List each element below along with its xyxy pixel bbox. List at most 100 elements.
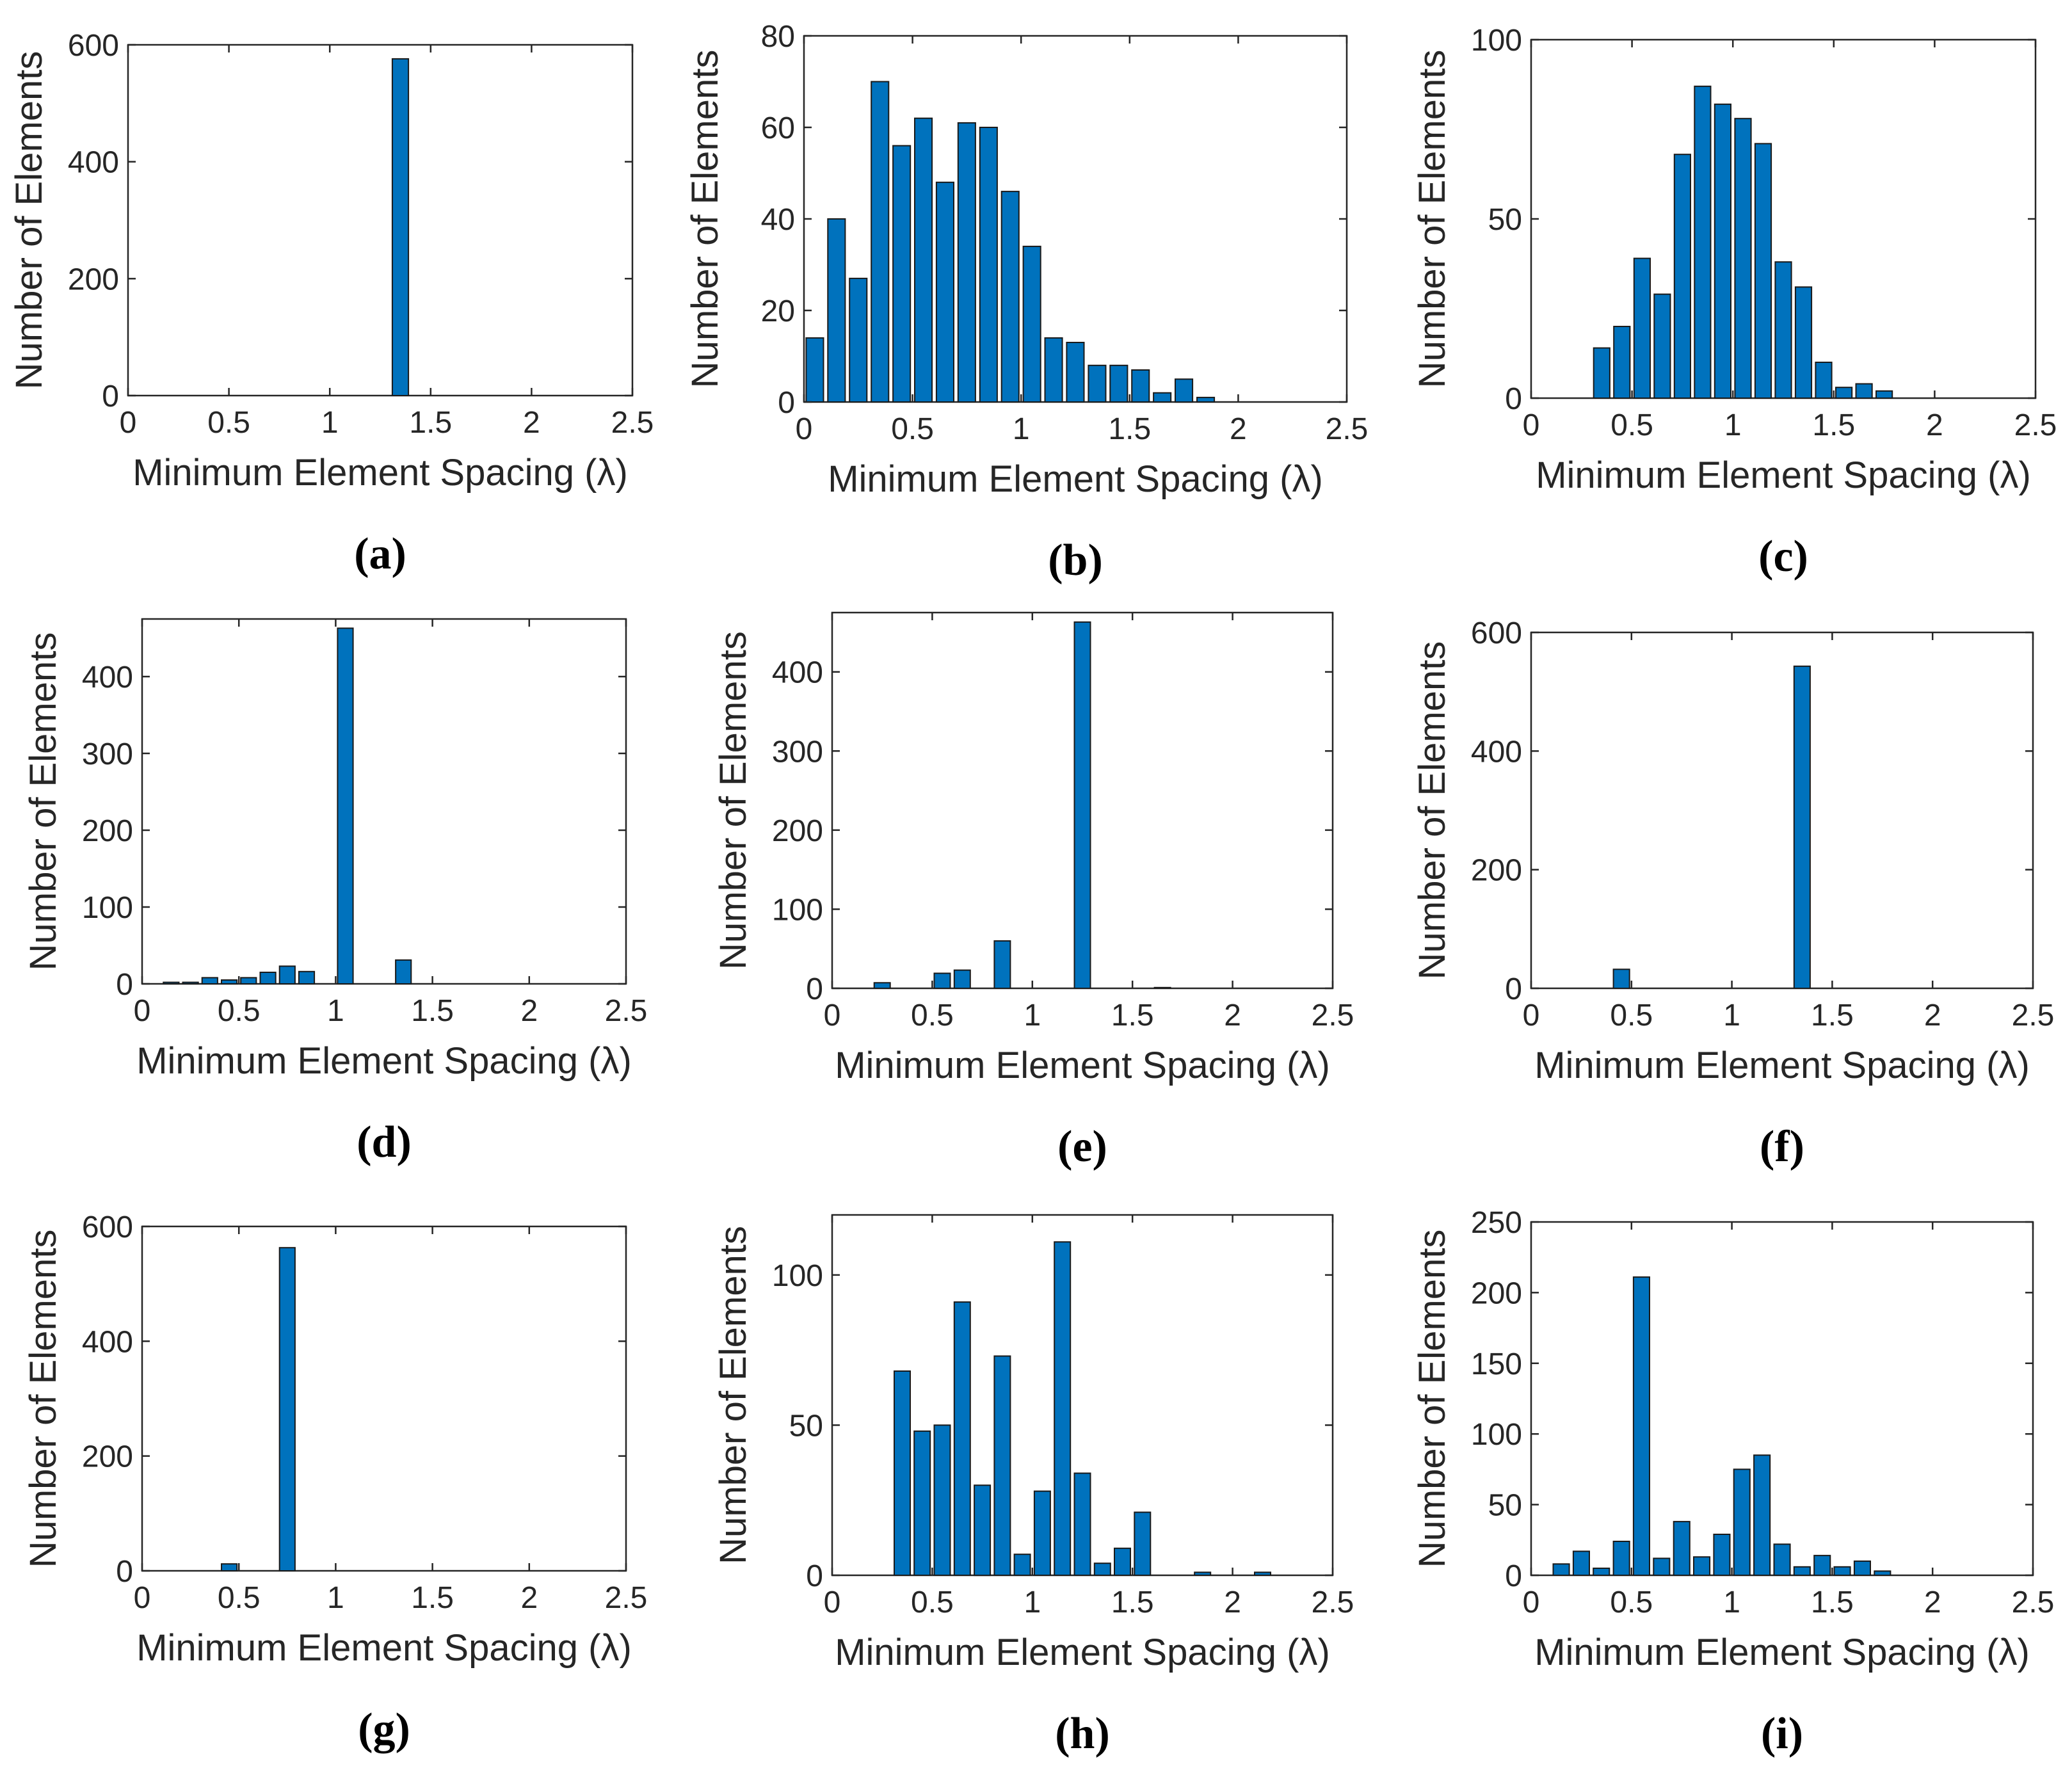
x-tick-label: 0.5 [1610,1586,1653,1619]
chart-panel-d: 0 0.5 1 1.5 2 2.5 0 100 200 300 400 Minimum Element… [22,618,647,1167]
bar-b-10 [1022,245,1041,403]
bar-h-0 [894,1370,911,1576]
y-tick-label: 400 [82,1325,133,1359]
bar-e-1 [933,972,951,989]
bar-h-8 [1054,1241,1072,1576]
bar-d-1 [182,981,199,984]
x-tick-label: 0 [134,994,151,1028]
bar-c-11 [1815,362,1833,399]
x-tick-label: 0.5 [891,412,934,446]
panel-label: (b) [1048,536,1103,585]
bar-i-0 [1552,1563,1570,1577]
bar-b-17 [1175,378,1194,403]
x-tick-label: 2 [520,994,538,1028]
bar-i-8 [1713,1534,1731,1576]
bar-i-2 [1593,1568,1610,1576]
x-tick-label: 0 [796,412,813,446]
y-tick-label: 200 [772,814,823,848]
bar-b-3 [871,81,890,403]
bar-b-16 [1153,392,1172,403]
panel-label: (g) [358,1705,410,1754]
bar-e-4 [1073,621,1091,989]
bar-b-6 [935,181,955,403]
bar-i-9 [1733,1468,1751,1576]
bar-i-6 [1673,1521,1691,1577]
bar-c-10 [1794,286,1813,399]
y-tick-label: 300 [82,737,133,771]
x-tick-label: 2.5 [605,1581,648,1615]
y-tick-label: 0 [806,972,823,1006]
chart-panel-c: 0 0.5 1 1.5 2 2.5 0 50 100 Minimum Element Spacin… [1411,24,2057,581]
y-tick-label: 20 [761,294,795,328]
y-tick-label: 50 [789,1409,823,1443]
y-tick-label: 200 [82,1440,133,1474]
chart-panel-g: 0 0.5 1 1.5 2 2.5 0 200 400 600 Minimum Element Sp… [22,1210,647,1754]
x-tick-label: 1 [1724,408,1742,442]
bar-i-12 [1793,1566,1811,1577]
x-tick-label: 1.5 [409,406,452,440]
y-tick-label: 200 [68,262,119,296]
y-tick-label: 100 [82,891,133,925]
x-tick-label: 2 [1224,1586,1241,1619]
y-axis-title: Number of Elements [684,50,726,389]
axes-box [141,618,627,985]
bar-c-5 [1694,85,1712,399]
bar-e-2 [953,969,971,989]
y-tick-label: 600 [68,29,119,63]
x-tick-label: 0.5 [1610,999,1653,1032]
bar-b-7 [957,122,976,403]
panel-label: (e) [1057,1122,1107,1171]
y-tick-label: 250 [1471,1206,1522,1240]
bar-b-13 [1088,364,1107,403]
y-tick-label: 0 [116,968,133,1002]
x-tick-label: 1 [327,1581,344,1615]
y-tick-label: 0 [806,1559,823,1593]
y-tick-label: 0 [1505,972,1522,1006]
bar-a-0 [391,58,410,396]
bar-d-7 [298,970,316,985]
bar-d-6 [278,965,296,985]
bar-c-12 [1835,387,1853,399]
x-tick-label: 1.5 [411,1581,454,1615]
bar-h-9 [1073,1472,1091,1576]
x-tick-label: 1 [1723,1586,1740,1619]
y-axis-title: Number of Elements [22,632,64,971]
x-tick-label: 2.5 [2014,408,2057,442]
bar-h-2 [933,1424,951,1576]
bar-h-6 [1013,1554,1031,1576]
y-tick-label: 0 [116,1555,133,1589]
panel-label: (h) [1055,1709,1110,1758]
bar-c-14 [1875,390,1893,399]
panel-label: (a) [354,529,406,579]
x-tick-label: 1.5 [1111,999,1154,1032]
x-tick-label: 2 [1926,408,1943,442]
bar-c-0 [1593,347,1610,399]
y-tick-label: 400 [772,656,823,690]
axes-box [141,1225,627,1572]
x-axis-title: Minimum Element Spacing (λ) [1534,1632,2030,1673]
y-tick-label: 400 [1471,735,1522,769]
chart-panel-i: 0 0.5 1 1.5 2 2.5 0 50 100 150 200 250 Minimum Eleme… [1411,1206,2054,1758]
x-axis-title: Minimum Element Spacing (λ) [1534,1045,2030,1086]
y-tick-label: 400 [68,146,119,180]
bar-i-10 [1753,1454,1771,1577]
bar-e-0 [873,982,891,990]
bar-i-16 [1874,1570,1891,1576]
x-tick-label: 0.5 [207,406,250,440]
x-tick-label: 2 [1924,999,1941,1032]
bar-c-3 [1653,293,1671,399]
bar-c-8 [1754,143,1772,399]
y-tick-label: 40 [761,203,795,237]
bar-d-5 [259,972,277,984]
bar-d-8 [337,627,354,984]
bar-h-3 [953,1301,971,1576]
x-tick-label: 1.5 [411,994,454,1028]
bar-h-12 [1134,1511,1152,1576]
bar-b-2 [849,277,868,403]
x-tick-label: 2 [1224,999,1241,1032]
x-tick-label: 1 [1013,412,1030,446]
x-tick-label: 1.5 [1812,408,1855,442]
x-tick-label: 0 [1523,999,1540,1032]
x-tick-label: 0.5 [218,1581,261,1615]
